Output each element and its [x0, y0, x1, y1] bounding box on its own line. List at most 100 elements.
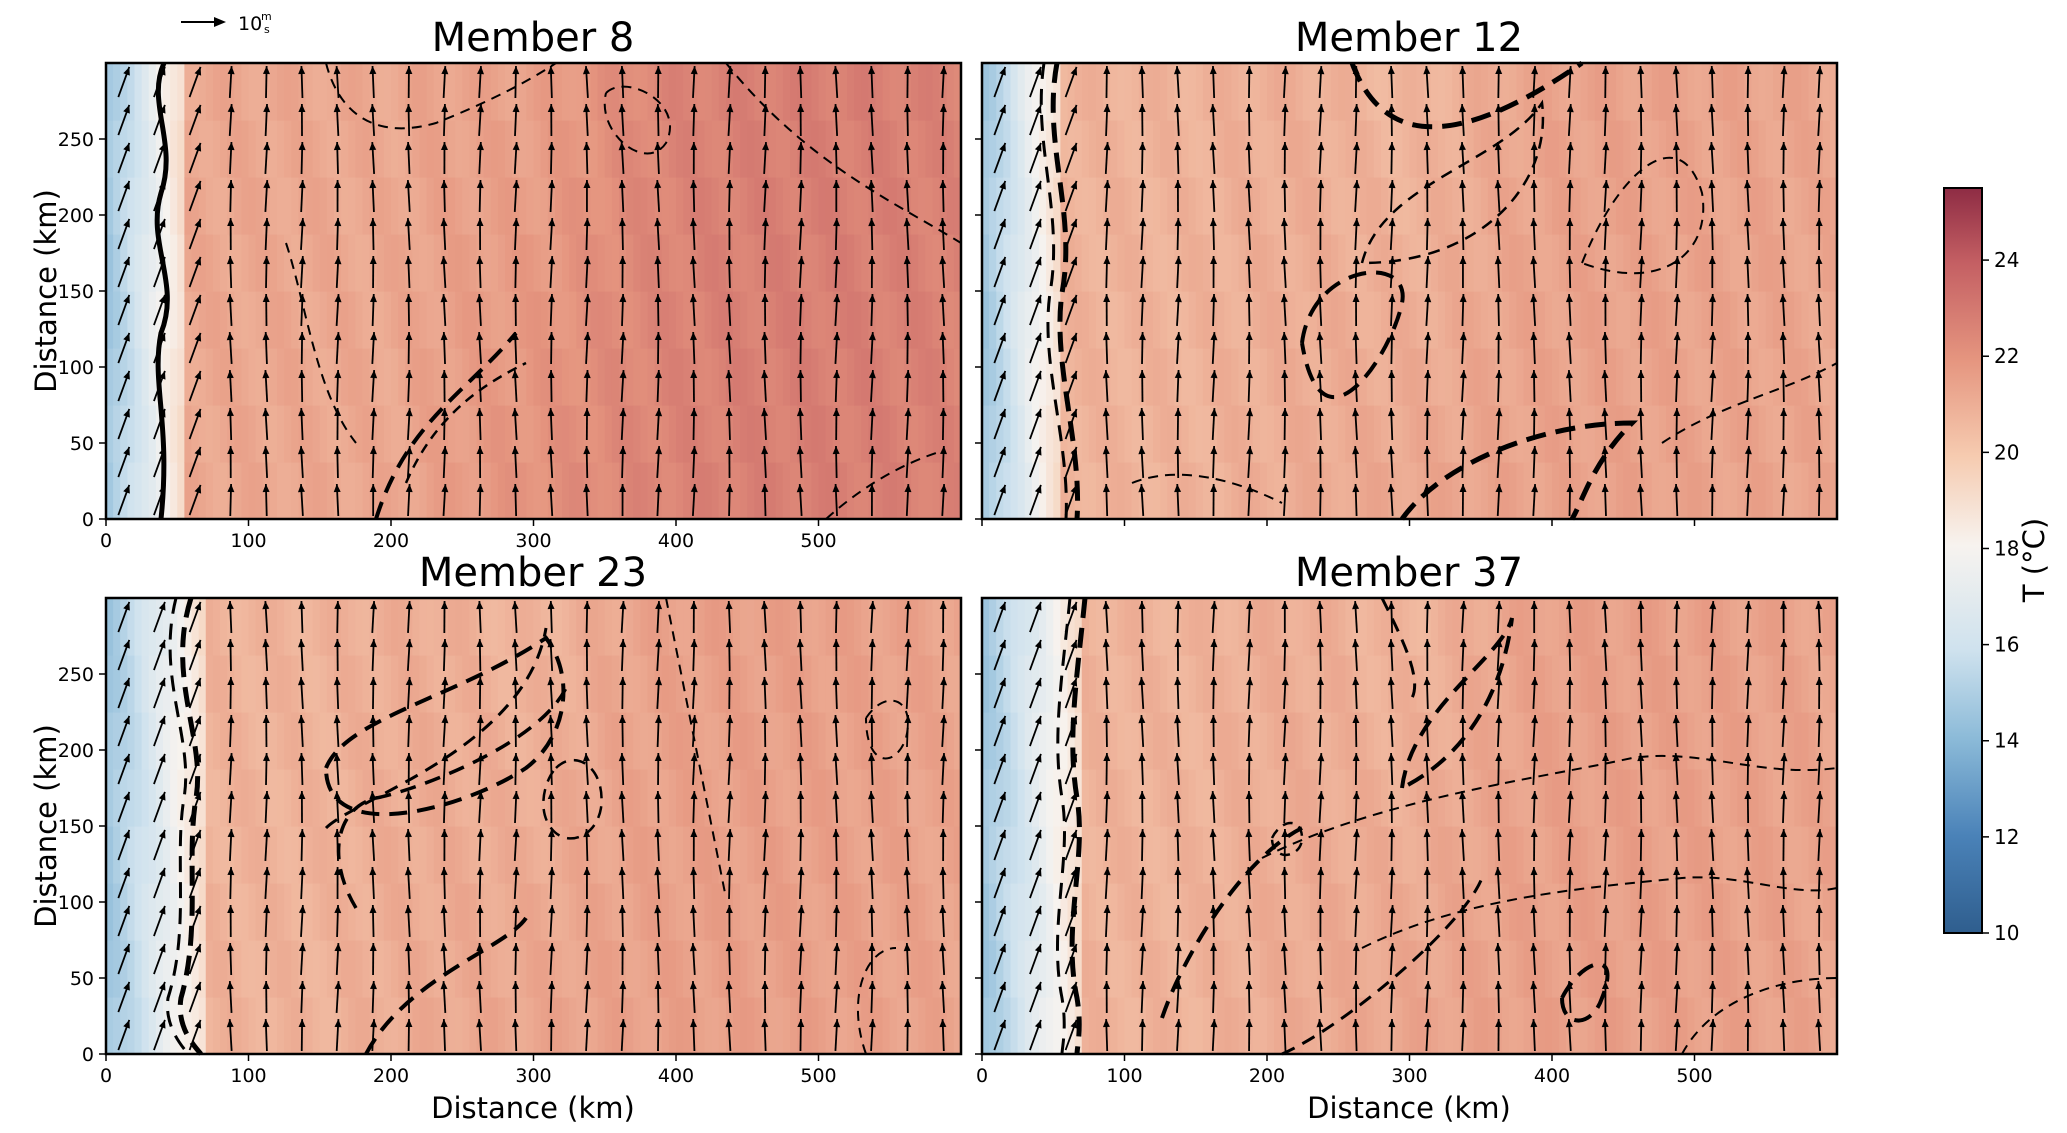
wind-arrow-head	[297, 446, 305, 455]
wind-arrow-head	[123, 408, 130, 418]
wind-arrow-head	[405, 66, 413, 75]
heatmap-cell	[861, 940, 869, 998]
heatmap-cell	[191, 826, 200, 884]
heatmap-cell	[1751, 462, 1760, 520]
heatmap-cell	[953, 291, 962, 349]
heatmap-cell	[391, 940, 399, 998]
heatmap-cell	[1160, 63, 1168, 121]
heatmap-cell	[1167, 769, 1175, 827]
wind-arrow-head	[868, 332, 876, 341]
heatmap-cell	[604, 177, 613, 235]
heatmap-cell	[1046, 826, 1054, 884]
heatmap-cell	[284, 177, 292, 235]
heatmap-cell	[1452, 63, 1460, 121]
heatmap-cell	[376, 655, 385, 713]
heatmap-cell	[1024, 120, 1033, 178]
heatmap-cell	[818, 883, 827, 941]
heatmap-cell	[462, 177, 470, 235]
heatmap-cell	[291, 234, 299, 292]
heatmap-cell	[241, 234, 250, 292]
heatmap-cell	[1723, 120, 1731, 178]
heatmap-cell	[1559, 120, 1567, 178]
heatmap-cell	[633, 177, 641, 235]
heatmap-cell	[1765, 63, 1774, 121]
heatmap-cell	[982, 63, 990, 121]
heatmap-cell	[647, 883, 656, 941]
heatmap-cell	[184, 234, 193, 292]
heatmap-cell	[1003, 940, 1012, 998]
wind-arrow-head	[1210, 370, 1218, 379]
heatmap-cell	[704, 655, 713, 713]
heatmap-cell	[483, 769, 492, 827]
wind-arrow-head	[940, 753, 948, 762]
heatmap-cell	[847, 712, 855, 770]
panel-member-12: Member 12	[975, 15, 1839, 526]
heatmap-cell	[754, 405, 763, 463]
heatmap-cell	[241, 462, 250, 520]
heatmap-cell	[1060, 234, 1069, 292]
heatmap-cell	[818, 769, 827, 827]
heatmap-cell	[1088, 826, 1097, 884]
reference-arrow: 10 m s	[181, 10, 272, 36]
heatmap-cell	[1060, 940, 1069, 998]
wind-arrow-head	[547, 370, 555, 379]
heatmap-cell	[455, 291, 463, 349]
heatmap-cell	[562, 348, 570, 406]
heatmap-cell	[462, 997, 470, 1055]
heatmap-cell	[875, 63, 884, 121]
heatmap-cell	[683, 405, 691, 463]
heatmap-cell	[661, 655, 670, 713]
heatmap-cell	[383, 598, 392, 656]
heatmap-cell	[782, 769, 791, 827]
heatmap-cell	[248, 177, 257, 235]
heatmap-cell	[1088, 348, 1097, 406]
heatmap-cell	[1238, 883, 1247, 941]
heatmap-cell	[319, 63, 328, 121]
heatmap-cell	[640, 769, 649, 827]
panel-member-23: Member 23 0 100 200 300 400 500 0501001502002…	[29, 550, 963, 1125]
heatmap-cell	[740, 348, 748, 406]
heatmap-cell	[626, 940, 634, 998]
heatmap-cell	[668, 177, 677, 235]
heatmap-cell	[341, 348, 349, 406]
wind-arrow-head	[1708, 142, 1716, 151]
heatmap-cell	[1687, 462, 1696, 520]
heatmap-cell	[1487, 234, 1496, 292]
wind-arrow-head	[262, 256, 270, 265]
heatmap-cell	[348, 291, 356, 349]
heatmap-cell	[1017, 997, 1026, 1055]
heatmap-cell	[348, 405, 356, 463]
wind-arrow-head	[868, 66, 876, 75]
heatmap-cell	[106, 940, 114, 998]
heatmap-cell	[740, 826, 748, 884]
heatmap-cell	[676, 291, 684, 349]
heatmap-cell	[291, 291, 299, 349]
heatmap-cell	[505, 120, 513, 178]
heatmap-cell	[1787, 63, 1795, 121]
heatmap-cell	[633, 712, 641, 770]
heatmap-cell	[305, 655, 314, 713]
wind-arrow-head	[263, 180, 271, 189]
heatmap-cell	[497, 120, 506, 178]
heatmap-cell	[1067, 826, 1076, 884]
heatmap-cell	[1074, 940, 1083, 998]
heatmap-cell	[683, 826, 691, 884]
heatmap-cell	[1594, 462, 1603, 520]
heatmap-cell	[1751, 291, 1760, 349]
heatmap-cell	[1217, 997, 1225, 1055]
heatmap-cell	[433, 997, 442, 1055]
wind-arrow-head	[797, 791, 805, 800]
wind-arrow-head	[1138, 332, 1146, 341]
heatmap-cell	[1587, 120, 1596, 178]
heatmap-cell	[811, 405, 820, 463]
heatmap-cell	[1252, 234, 1261, 292]
wind-arrow-head	[262, 715, 270, 724]
heatmap-cell	[1024, 997, 1033, 1055]
heatmap-cell	[376, 883, 385, 941]
wind-arrow-head	[440, 829, 448, 838]
heatmap-cell	[205, 997, 214, 1055]
heatmap-cell	[989, 462, 997, 520]
heatmap-cell	[326, 940, 335, 998]
wind-vectors	[993, 65, 1824, 517]
wind-arrow-head	[761, 943, 769, 952]
